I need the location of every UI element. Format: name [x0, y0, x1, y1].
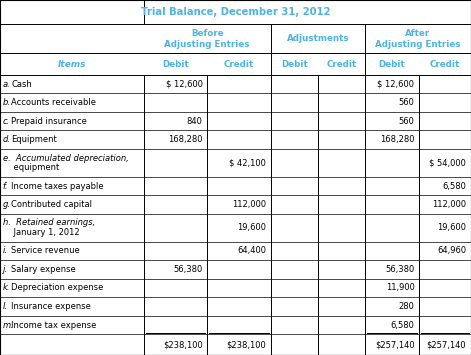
Text: Debit: Debit: [281, 60, 308, 69]
Text: Debit: Debit: [162, 60, 189, 69]
Text: k.: k.: [3, 284, 10, 293]
Text: f.: f.: [3, 181, 8, 191]
Text: $238,100: $238,100: [227, 340, 266, 349]
Text: Credit: Credit: [224, 60, 254, 69]
Text: 840: 840: [187, 117, 203, 126]
Text: $ 12,600: $ 12,600: [377, 80, 414, 89]
Text: equipment: equipment: [3, 163, 59, 172]
Text: m.: m.: [3, 321, 14, 329]
Text: After
Adjusting Entries: After Adjusting Entries: [375, 29, 461, 49]
Text: $ 54,000: $ 54,000: [430, 158, 466, 168]
Text: Adjustments: Adjustments: [287, 34, 349, 43]
Text: Insurance expense: Insurance expense: [11, 302, 91, 311]
Text: Equipment: Equipment: [11, 135, 57, 144]
Text: c.: c.: [3, 117, 10, 126]
Text: l.: l.: [3, 302, 8, 311]
Text: Accounts receivable: Accounts receivable: [11, 98, 96, 107]
Text: g.: g.: [3, 200, 11, 209]
Text: January 1, 2012: January 1, 2012: [3, 228, 80, 237]
Text: 560: 560: [398, 117, 414, 126]
Text: Depreciation expense: Depreciation expense: [11, 284, 104, 293]
Text: 19,600: 19,600: [237, 223, 266, 232]
Text: 56,380: 56,380: [385, 265, 414, 274]
Text: Items: Items: [57, 60, 86, 69]
Text: e.  Accumulated depreciation,: e. Accumulated depreciation,: [3, 153, 129, 163]
Text: 168,280: 168,280: [380, 135, 414, 144]
Text: $238,100: $238,100: [163, 340, 203, 349]
Text: 64,960: 64,960: [437, 246, 466, 256]
Text: 112,000: 112,000: [432, 200, 466, 209]
Text: $257,140: $257,140: [375, 340, 414, 349]
Text: Cash: Cash: [11, 80, 32, 89]
Text: h.  Retained earnings,: h. Retained earnings,: [3, 218, 95, 228]
Text: 6,580: 6,580: [390, 321, 414, 329]
Text: Credit: Credit: [326, 60, 357, 69]
Text: 280: 280: [398, 302, 414, 311]
Text: Credit: Credit: [430, 60, 460, 69]
Text: 56,380: 56,380: [173, 265, 203, 274]
Text: i.: i.: [3, 246, 8, 256]
Text: 64,400: 64,400: [237, 246, 266, 256]
Text: Trial Balance, December 31, 2012: Trial Balance, December 31, 2012: [141, 7, 330, 17]
Text: Income taxes payable: Income taxes payable: [11, 181, 104, 191]
Text: Prepaid insurance: Prepaid insurance: [11, 117, 87, 126]
Text: Salary expense: Salary expense: [11, 265, 76, 274]
Text: 112,000: 112,000: [232, 200, 266, 209]
Text: Debit: Debit: [379, 60, 406, 69]
Text: b.: b.: [3, 98, 11, 107]
Text: $ 12,600: $ 12,600: [165, 80, 203, 89]
Text: Before
Adjusting Entries: Before Adjusting Entries: [164, 29, 250, 49]
Text: Contributed capital: Contributed capital: [11, 200, 92, 209]
Text: j.: j.: [3, 265, 8, 274]
Text: 560: 560: [398, 98, 414, 107]
Text: a.: a.: [3, 80, 10, 89]
Text: 19,600: 19,600: [437, 223, 466, 232]
Text: Service revenue: Service revenue: [11, 246, 80, 256]
Text: $ 42,100: $ 42,100: [229, 158, 266, 168]
Text: Income tax expense: Income tax expense: [11, 321, 97, 329]
Text: $257,140: $257,140: [427, 340, 466, 349]
Text: 168,280: 168,280: [168, 135, 203, 144]
Text: d.: d.: [3, 135, 11, 144]
Text: 11,900: 11,900: [386, 284, 414, 293]
Text: 6,580: 6,580: [442, 181, 466, 191]
